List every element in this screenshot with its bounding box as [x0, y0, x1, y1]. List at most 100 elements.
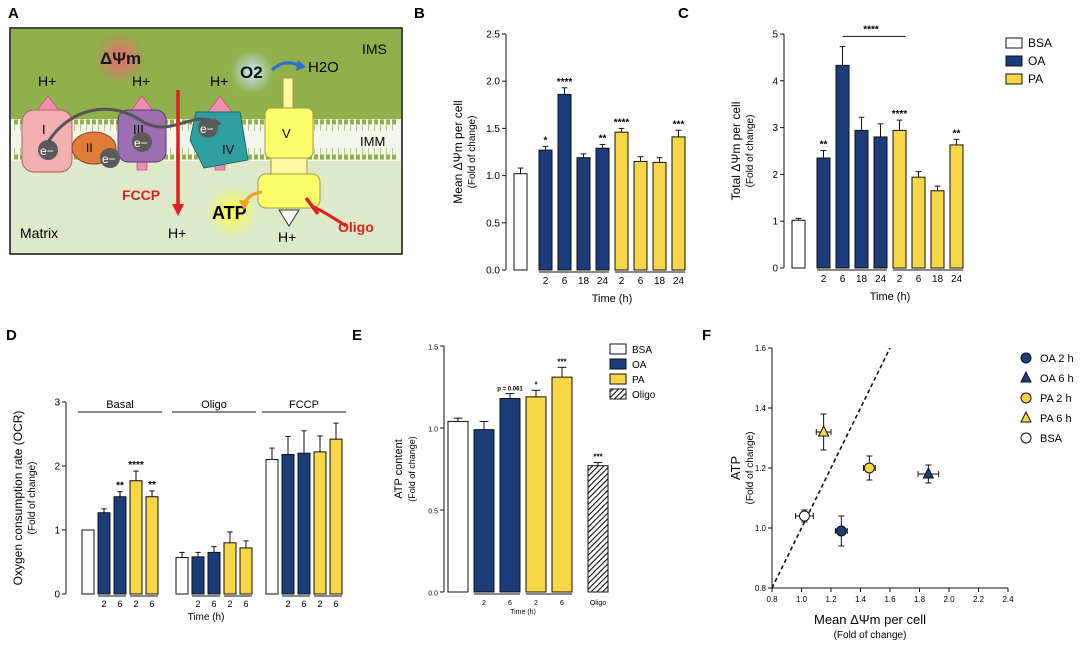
bar: [791, 219, 806, 269]
point-triangle: [922, 466, 935, 479]
bar: [930, 190, 945, 269]
x-axis-label: Mean ΔΨm per cell: [814, 612, 926, 627]
x-tick-label: 6: [562, 276, 568, 287]
x-tick-label: 2: [897, 274, 903, 285]
bar: [587, 465, 609, 593]
electron-1-label: e−: [40, 144, 54, 158]
y-tick-label: 1.2: [755, 464, 767, 473]
legend-label: PA: [632, 375, 645, 386]
point-circle: [798, 510, 810, 522]
point-triangle: [1020, 370, 1032, 383]
x-tick-label: 2: [619, 276, 625, 287]
electron-path: [46, 107, 216, 143]
y-tick-label: 1.5: [428, 345, 438, 352]
significance-label: **: [116, 481, 124, 492]
bar: [633, 160, 648, 271]
significance-label: **: [820, 140, 828, 151]
atp-glow: [206, 186, 258, 238]
significance-label: ****: [557, 77, 573, 88]
bar: [97, 512, 111, 595]
complex-i-label: I: [42, 122, 46, 137]
bar: [175, 557, 189, 595]
y-tick-label: 2.0: [486, 77, 500, 88]
x-tick-label: 6: [840, 274, 846, 285]
atp-label: ATP: [212, 203, 247, 223]
legend-label: Oligo: [632, 390, 656, 401]
x-tick-label: 6: [149, 599, 154, 609]
legend-swatch: [609, 358, 627, 370]
x-tick-label: 2: [543, 276, 549, 287]
significance-label: **: [599, 133, 607, 144]
significance-label: ***: [673, 119, 685, 130]
x-tick-label: 18: [654, 276, 666, 287]
x-axis-label: Time (h): [870, 291, 911, 303]
panel-f-letter: F: [702, 327, 711, 344]
bar: [329, 438, 343, 595]
panel-a: A IMS IMM Matrix ΔΨm H+ H+ H+ I II III: [8, 5, 403, 255]
bar: [191, 556, 205, 595]
legend-label: OA: [1028, 54, 1045, 68]
complex-ii-label: II: [86, 141, 93, 155]
electron-1: [38, 140, 58, 160]
legend-swatch: [1005, 37, 1023, 49]
y-axis-sublabel: (Fold of change): [27, 462, 38, 535]
x-tick-label: 2: [195, 599, 200, 609]
x-tick-label: 1.6: [884, 595, 896, 604]
y-tick-label: 0: [772, 264, 778, 275]
atp-synthase-neck: [270, 157, 308, 175]
legend-label: PA 2 h: [1040, 393, 1072, 405]
point-circle: [1020, 352, 1032, 364]
electron-2: [100, 148, 120, 168]
bar: [313, 451, 327, 595]
legend-label: BSA: [632, 345, 652, 356]
x-tick-label: 1.0: [796, 595, 808, 604]
bar: [816, 157, 831, 269]
y-tick-label: 3: [54, 398, 60, 409]
point-circle: [863, 462, 875, 474]
y-tick-label: 0.5: [428, 509, 438, 516]
x-tick-label: 6: [333, 599, 338, 609]
bracket-significance: ****: [863, 24, 879, 35]
x-tick-label: 2: [133, 599, 138, 609]
bar: [557, 93, 572, 271]
x-tick-label: 2: [101, 599, 106, 609]
y-tick-label: 1: [772, 217, 778, 228]
y-axis-label: ATP content: [393, 439, 405, 499]
atp-synthase-stalk: [282, 77, 294, 113]
point-circle: [1020, 432, 1032, 444]
x-tick-label: 6: [243, 599, 248, 609]
bar: [854, 129, 869, 269]
proton-label-2: H+: [132, 73, 150, 89]
legend-label: PA 6 h: [1040, 413, 1072, 425]
significance-label: ****: [892, 109, 908, 120]
bar: [297, 452, 311, 595]
bar: [281, 453, 295, 595]
x-axis-label: Time (h): [510, 609, 536, 616]
x-tick-label: 2: [285, 599, 290, 609]
x-tick-label: 1.2: [825, 595, 837, 604]
bar: [873, 136, 888, 269]
atp-synthase-head: [257, 173, 321, 209]
condition-label: FCCP: [289, 399, 319, 411]
x-axis-label: Time (h): [188, 612, 225, 623]
complex-v-label: V: [282, 126, 291, 141]
ims-label: IMS: [362, 41, 387, 57]
significance-label: *: [544, 135, 548, 146]
significance-label: ****: [614, 117, 630, 128]
legend-label: OA 6 h: [1040, 373, 1074, 385]
bar: [576, 157, 591, 271]
y-tick-label: 4: [772, 76, 778, 87]
x-tick-label: 24: [597, 276, 609, 287]
significance-label: p = 0.061: [497, 387, 523, 393]
x-tick-label: 6: [638, 276, 644, 287]
membrane-potential-label: ΔΨm: [100, 49, 141, 68]
x-tick-label: 18: [578, 276, 590, 287]
legend-swatch: [609, 343, 627, 355]
x-tick-label: 2.2: [973, 595, 985, 604]
y-tick-label: 0.0: [486, 266, 500, 277]
y-tick-label: 2.5: [486, 30, 500, 41]
y-tick-label: 5: [772, 30, 778, 41]
y-tick-label: 1.5: [486, 124, 500, 135]
y-axis-sublabel: (Fold of change): [745, 432, 756, 505]
panel-c-chart: 0 1 2 3 4 5 Total ΔΨm per cell (Fold of change)…: [729, 24, 1052, 303]
